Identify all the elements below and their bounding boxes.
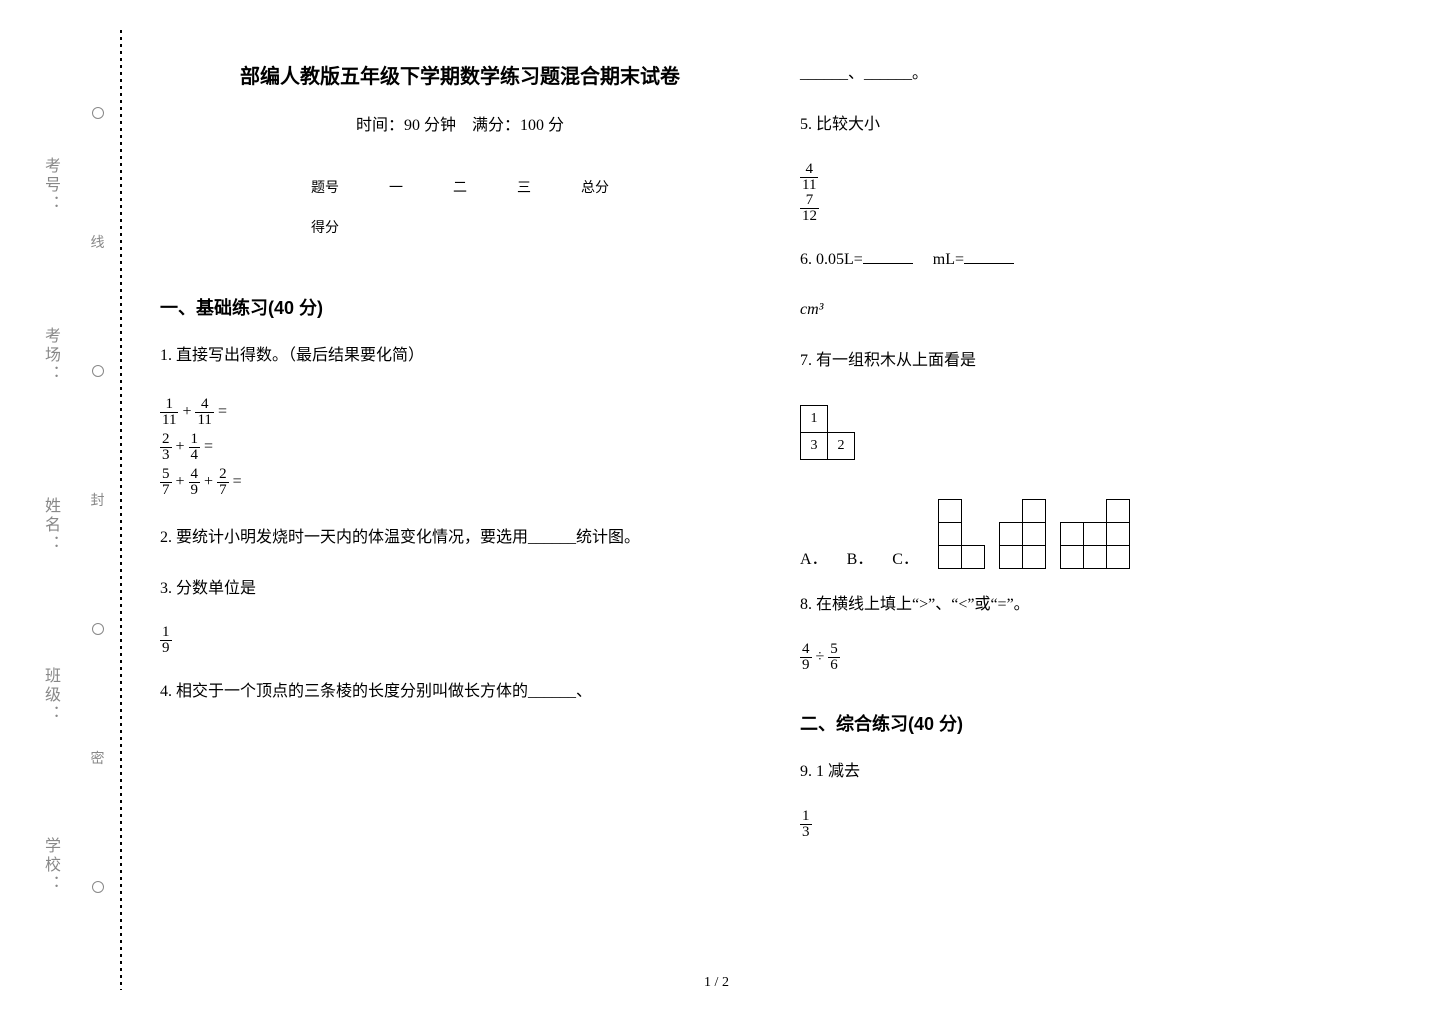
binding-seal-line: 线 封 密 [85,50,110,950]
fraction: 13 [800,809,812,840]
fraction: 712 [800,193,819,224]
question-5: 5. 比较大小 [800,111,1400,140]
score-header: 题号 [286,167,364,207]
fraction: 56 [828,642,840,673]
exam-subtitle: 时间：90 分钟 满分：100 分 [160,111,760,135]
option-a: A． [800,545,828,569]
score-header: 二 [428,167,492,207]
shape-c [1060,500,1129,569]
seal-circle [92,881,104,893]
q6-unit: cm³ [800,296,1400,325]
question-2: 2. 要统计小明发烧时一天内的体温变化情况，要选用______统计图。 [160,524,760,553]
label-name: 姓名： [38,497,62,554]
seal-circle [92,365,104,377]
score-cell [492,207,556,247]
label-exam-number: 考号： [38,157,62,214]
table-row: 得分 [286,207,634,247]
question-7: 7. 有一组积木从上面看是 [800,347,1400,376]
q1-math-block: 111 + 411 = 23 + 14 = 57 + 49 + 27 = [160,393,760,502]
question-4: 4. 相交于一个顶点的三条棱的长度分别叫做长方体的______、 [160,678,760,707]
fraction: 411 [800,162,818,193]
q8-expr: 49 ÷ 56 [800,642,1400,673]
fraction: 111 [160,397,178,428]
fraction: 57 [160,467,172,498]
question-3: 3. 分数单位是 [160,575,760,604]
fraction: 49 [800,642,812,673]
seal-char-feng: 封 [91,490,105,510]
question-1: 1. 直接写出得数。（最后结果要化简） [160,342,760,371]
label-school: 学校： [38,837,62,894]
binding-labels-container: 考号： 考场： 姓名： 班级： 学校： [35,100,65,950]
q1-line-3: 57 + 49 + 27 = [160,467,760,498]
score-header: 总分 [556,167,634,207]
exam-title: 部编人教版五年级下学期数学练习题混合期末试卷 [160,60,760,89]
fraction: 14 [189,432,201,463]
score-cell [428,207,492,247]
option-c: C． [892,545,919,569]
fraction: 27 [217,467,229,498]
score-table: 题号 一 二 三 总分 得分 [286,167,634,247]
question-4-cont: ______、______。 [800,60,1400,89]
q3-fraction: 19 [160,625,760,656]
section-1-header: 一、基础练习(40 分) [160,294,760,320]
score-header: 一 [364,167,428,207]
score-cell [364,207,428,247]
question-8: 8. 在横线上填上“>”、“<”或“=”。 [800,591,1400,620]
blank [964,248,1014,264]
section-2-header: 二、综合练习(40 分) [800,710,1400,736]
seal-circle [92,107,104,119]
fraction: 19 [160,625,172,656]
left-column: 部编人教版五年级下学期数学练习题混合期末试卷 时间：90 分钟 满分：100 分… [160,60,760,840]
question-6: 6. 0.05L= mL= [800,246,1400,275]
q7-options: A． B． C． [800,500,1400,569]
label-class: 班级： [38,667,62,724]
fraction: 411 [195,397,213,428]
q5-fractions: 411 712 [800,162,1400,224]
fraction: 49 [189,467,201,498]
seal-char-xian: 线 [91,232,105,252]
cube-cell: 3 [800,432,828,460]
label-room: 考场： [38,327,62,384]
right-column: ______、______。 5. 比较大小 411 712 6. 0.05L=… [800,60,1400,840]
seal-char-mi: 密 [91,748,105,768]
page-number: 1 / 2 [704,975,729,991]
shape-a [938,500,984,569]
shape-b [999,500,1045,569]
main-content: 部编人教版五年级下学期数学练习题混合期末试卷 时间：90 分钟 满分：100 分… [160,60,1400,840]
score-header: 三 [492,167,556,207]
blank [863,248,913,264]
question-9: 9. 1 减去 [800,758,1400,787]
seal-circle [92,623,104,635]
score-cell [556,207,634,247]
score-label: 得分 [286,207,364,247]
q7-top-view: 1 3 2 [800,406,1400,460]
cube-cell: 2 [827,432,855,460]
table-row: 题号 一 二 三 总分 [286,167,634,207]
q1-line-1: 111 + 411 = [160,397,760,428]
option-b: B． [847,545,874,569]
binding-dotted-line [120,30,122,990]
q1-line-2: 23 + 14 = [160,432,760,463]
fraction: 23 [160,432,172,463]
cube-cell: 1 [800,405,828,433]
q9-fraction: 13 [800,809,1400,840]
